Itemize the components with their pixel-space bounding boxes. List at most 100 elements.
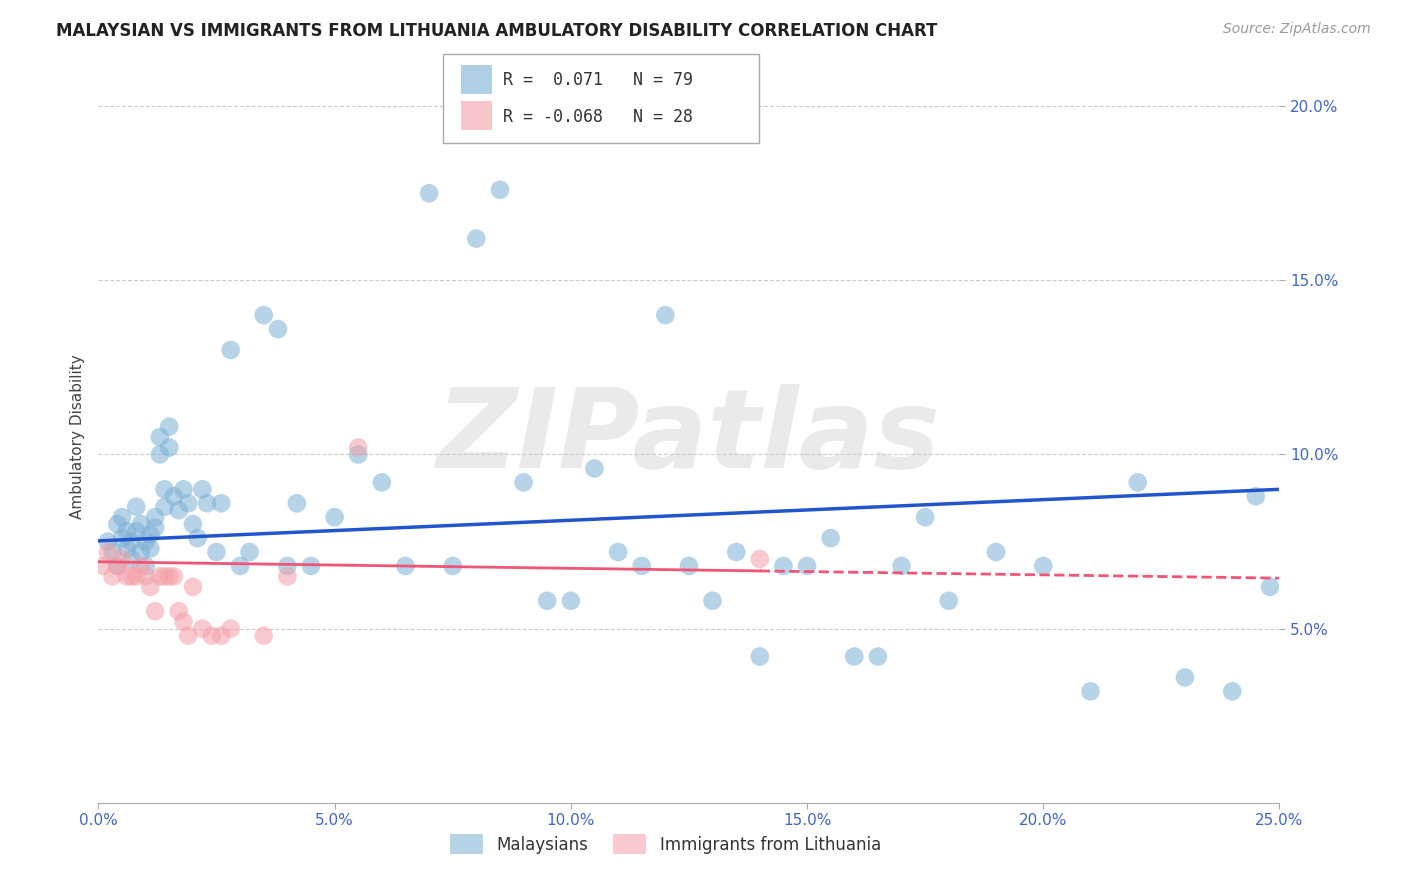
Point xyxy=(1080,684,1102,698)
Point xyxy=(844,649,866,664)
Point xyxy=(195,496,218,510)
Point xyxy=(209,629,232,643)
Point xyxy=(163,569,186,583)
Point xyxy=(143,604,166,618)
Point xyxy=(914,510,936,524)
Point xyxy=(163,489,186,503)
Point xyxy=(121,534,143,549)
Point xyxy=(1126,475,1149,490)
Point xyxy=(702,594,724,608)
Point xyxy=(253,629,276,643)
Point xyxy=(772,558,794,573)
Point xyxy=(153,500,176,514)
Point xyxy=(205,545,228,559)
Point xyxy=(1244,489,1267,503)
Point xyxy=(153,483,176,497)
Point xyxy=(253,308,276,322)
Point xyxy=(167,503,190,517)
Point xyxy=(820,531,842,545)
Point xyxy=(105,517,128,532)
Point xyxy=(143,521,166,535)
Point xyxy=(91,558,114,573)
Point xyxy=(229,558,252,573)
Point xyxy=(191,622,214,636)
Point xyxy=(630,558,652,573)
Point xyxy=(418,186,440,201)
Point xyxy=(129,558,152,573)
Point xyxy=(394,558,416,573)
Point xyxy=(201,629,224,643)
Point xyxy=(135,569,157,583)
Point xyxy=(101,545,124,559)
Point xyxy=(125,524,148,538)
Point xyxy=(149,430,172,444)
Text: R = -0.068   N = 28: R = -0.068 N = 28 xyxy=(503,108,693,126)
Point xyxy=(583,461,606,475)
Point xyxy=(219,622,242,636)
Point xyxy=(177,629,200,643)
Point xyxy=(157,419,180,434)
Point xyxy=(347,448,370,462)
Point xyxy=(149,569,172,583)
Point xyxy=(157,569,180,583)
Point xyxy=(97,545,120,559)
Point xyxy=(115,569,138,583)
Point xyxy=(139,541,162,556)
Point xyxy=(276,569,298,583)
Point xyxy=(121,552,143,566)
Point xyxy=(177,496,200,510)
Point xyxy=(181,517,204,532)
Point xyxy=(866,649,889,664)
Point xyxy=(129,545,152,559)
Point xyxy=(129,517,152,532)
Point xyxy=(512,475,534,490)
Point xyxy=(181,580,204,594)
Point xyxy=(1258,580,1281,594)
Point xyxy=(1032,558,1054,573)
Point xyxy=(465,231,488,245)
Point xyxy=(172,483,194,497)
Point xyxy=(172,615,194,629)
Point xyxy=(1174,670,1197,684)
Point xyxy=(489,183,512,197)
Point xyxy=(371,475,394,490)
Point xyxy=(536,594,558,608)
Point xyxy=(111,510,134,524)
Point xyxy=(725,545,748,559)
Point xyxy=(267,322,290,336)
Point xyxy=(209,496,232,510)
Point xyxy=(441,558,464,573)
Point xyxy=(121,569,143,583)
Point xyxy=(347,441,370,455)
Point xyxy=(748,649,770,664)
Point xyxy=(796,558,818,573)
Point xyxy=(938,594,960,608)
Point xyxy=(115,541,138,556)
Point xyxy=(748,552,770,566)
Point xyxy=(125,569,148,583)
Point xyxy=(607,545,630,559)
Text: Source: ZipAtlas.com: Source: ZipAtlas.com xyxy=(1223,22,1371,37)
Point xyxy=(135,558,157,573)
Point xyxy=(105,558,128,573)
Text: R =  0.071   N = 79: R = 0.071 N = 79 xyxy=(503,71,693,89)
Point xyxy=(143,510,166,524)
Point xyxy=(97,534,120,549)
Point xyxy=(111,531,134,545)
Point xyxy=(678,558,700,573)
Point xyxy=(323,510,346,524)
Point xyxy=(105,558,128,573)
Point xyxy=(135,534,157,549)
Point xyxy=(1220,684,1243,698)
Point xyxy=(239,545,262,559)
Legend: Malaysians, Immigrants from Lithuania: Malaysians, Immigrants from Lithuania xyxy=(443,828,887,860)
Point xyxy=(654,308,676,322)
Point xyxy=(115,524,138,538)
Point xyxy=(187,531,209,545)
Point xyxy=(285,496,308,510)
Text: ZIPatlas: ZIPatlas xyxy=(437,384,941,491)
Point xyxy=(157,441,180,455)
Point xyxy=(139,580,162,594)
Point xyxy=(219,343,242,357)
Point xyxy=(167,604,190,618)
